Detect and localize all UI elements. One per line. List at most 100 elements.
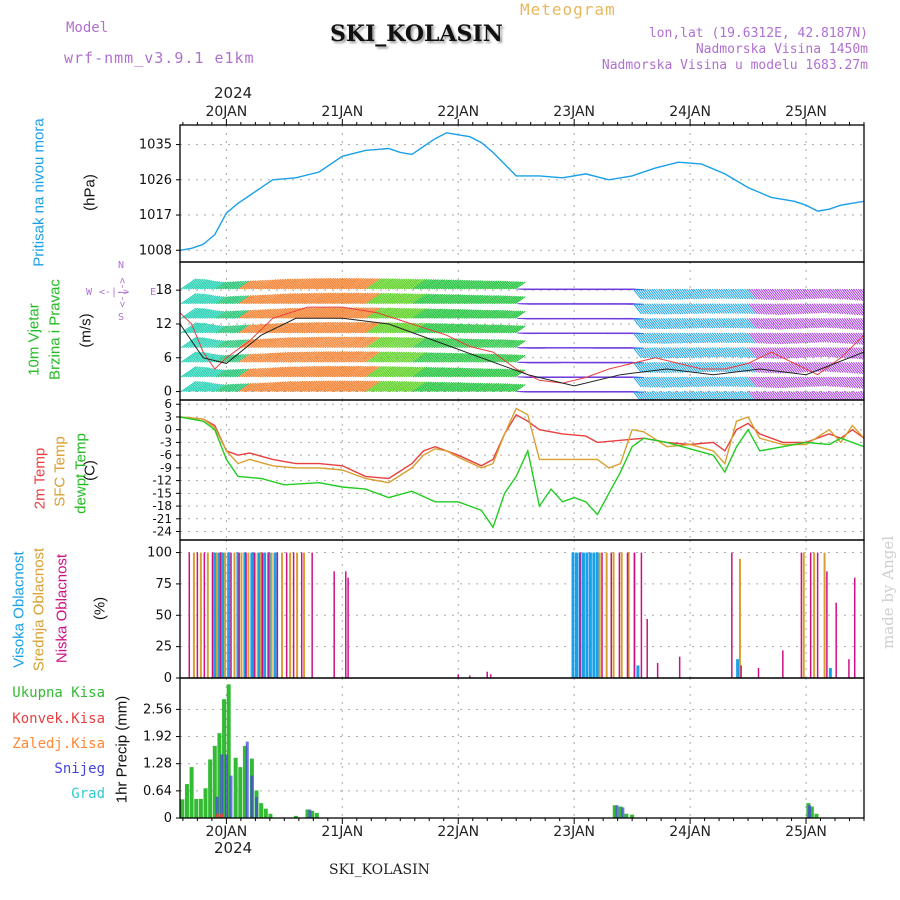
wind-barb: [245, 382, 259, 392]
wind-barb: [387, 337, 403, 349]
station-title: SKI_KOLASIN: [330, 21, 503, 47]
cloud-high-bar: [267, 552, 271, 678]
wind-barb: [373, 278, 390, 290]
wind-barb: [507, 383, 520, 392]
wind-barb: [236, 324, 249, 334]
wind-barb: [804, 303, 814, 314]
wind-barb: [466, 353, 479, 363]
wind-barb: [823, 303, 832, 314]
wind-barb: [350, 292, 367, 305]
wind-barb: [350, 277, 367, 290]
wind-barb: [190, 337, 206, 349]
wind-barb: [635, 332, 645, 344]
wind-barb: [811, 376, 820, 387]
wind-barb: [811, 303, 820, 314]
wind-barb: [697, 318, 707, 329]
wind-barb: [299, 365, 316, 378]
wind-barb: [278, 351, 294, 363]
wind-barb: [463, 280, 477, 290]
wind-barb: [649, 318, 659, 330]
wind-barb: [326, 307, 344, 319]
wind-barb: [500, 354, 513, 363]
wind-barb: [676, 332, 686, 344]
wind-barb: [220, 369, 232, 378]
wind-barb: [447, 323, 462, 334]
wind-barb: [853, 303, 864, 316]
wind-barb: [315, 307, 332, 319]
wind-barb: [707, 361, 716, 373]
wind-barb: [282, 366, 299, 378]
wind-barb: [709, 347, 718, 358]
wind-barb: [306, 380, 323, 392]
wind-barb: [456, 294, 471, 305]
wind-barb: [257, 381, 272, 392]
wind-barb: [294, 292, 311, 305]
wind-barb: [482, 368, 495, 378]
wind-barb: [470, 368, 484, 378]
wind-barb: [463, 367, 477, 378]
wind-barb: [769, 288, 780, 301]
y-tick-label: -18: [152, 499, 172, 513]
wind-barb: [322, 380, 339, 392]
wind-barb: [236, 383, 249, 392]
wind-barb: [424, 279, 439, 290]
wind-barb: [781, 288, 791, 301]
wind-barb: [505, 339, 517, 349]
wind-barb: [693, 376, 702, 388]
y-tick-label: 1.28: [143, 757, 172, 772]
wind-barb: [799, 332, 809, 344]
wind-barb: [343, 380, 360, 392]
wind-barb: [825, 376, 834, 387]
wind-barb: [470, 324, 484, 334]
wind-barb: [799, 347, 809, 358]
wind-barb: [417, 293, 432, 305]
wind-barb: [394, 337, 410, 349]
compass-west: W: [86, 287, 93, 298]
wind-barb: [853, 391, 861, 400]
wind-barb: [382, 366, 399, 378]
wind-barb: [285, 292, 301, 305]
wind-barb: [248, 353, 262, 363]
wind-barb: [299, 380, 316, 392]
wind-barb: [630, 347, 644, 349]
wind-barb: [479, 368, 493, 378]
wind-barb: [422, 381, 437, 392]
wind-barb: [445, 308, 460, 319]
wind-barb: [183, 278, 199, 290]
precip-total-bar: [242, 745, 247, 818]
wind-barb: [834, 288, 844, 300]
wind-barb: [315, 292, 332, 305]
cloud-low-bar: [656, 662, 659, 678]
wind-barb: [296, 278, 313, 290]
wind-barb: [836, 347, 847, 359]
wind-barb: [695, 347, 705, 358]
wind-barb: [192, 366, 207, 378]
wind-barb: [649, 332, 659, 344]
wind-barb: [322, 351, 339, 363]
wind-barb: [820, 288, 829, 299]
wind-barb: [317, 277, 334, 290]
wind-barb: [345, 277, 362, 290]
wind-barb: [642, 347, 652, 359]
wind-barb: [401, 307, 417, 319]
wind-barb: [704, 303, 714, 314]
wind-barb: [816, 376, 825, 387]
wind-barb: [248, 382, 262, 392]
wind-barb: [723, 361, 732, 373]
wind-barb: [762, 347, 773, 359]
wind-barb: [259, 367, 274, 378]
wind-barb: [183, 293, 199, 305]
wind-barb: [774, 376, 784, 389]
wind-barb: [238, 382, 252, 392]
wind-barb: [257, 279, 272, 290]
wind-barb: [273, 278, 289, 290]
wind-barb: [799, 303, 809, 314]
wind-barb: [727, 318, 737, 329]
wind-barb: [361, 292, 378, 305]
wind-barb: [795, 347, 805, 359]
precip-total-bar: [624, 813, 629, 818]
wind-barb: [248, 338, 262, 349]
wind-barb: [229, 339, 242, 349]
cloud-high-bar: [227, 552, 231, 678]
wind-barb: [778, 303, 789, 315]
